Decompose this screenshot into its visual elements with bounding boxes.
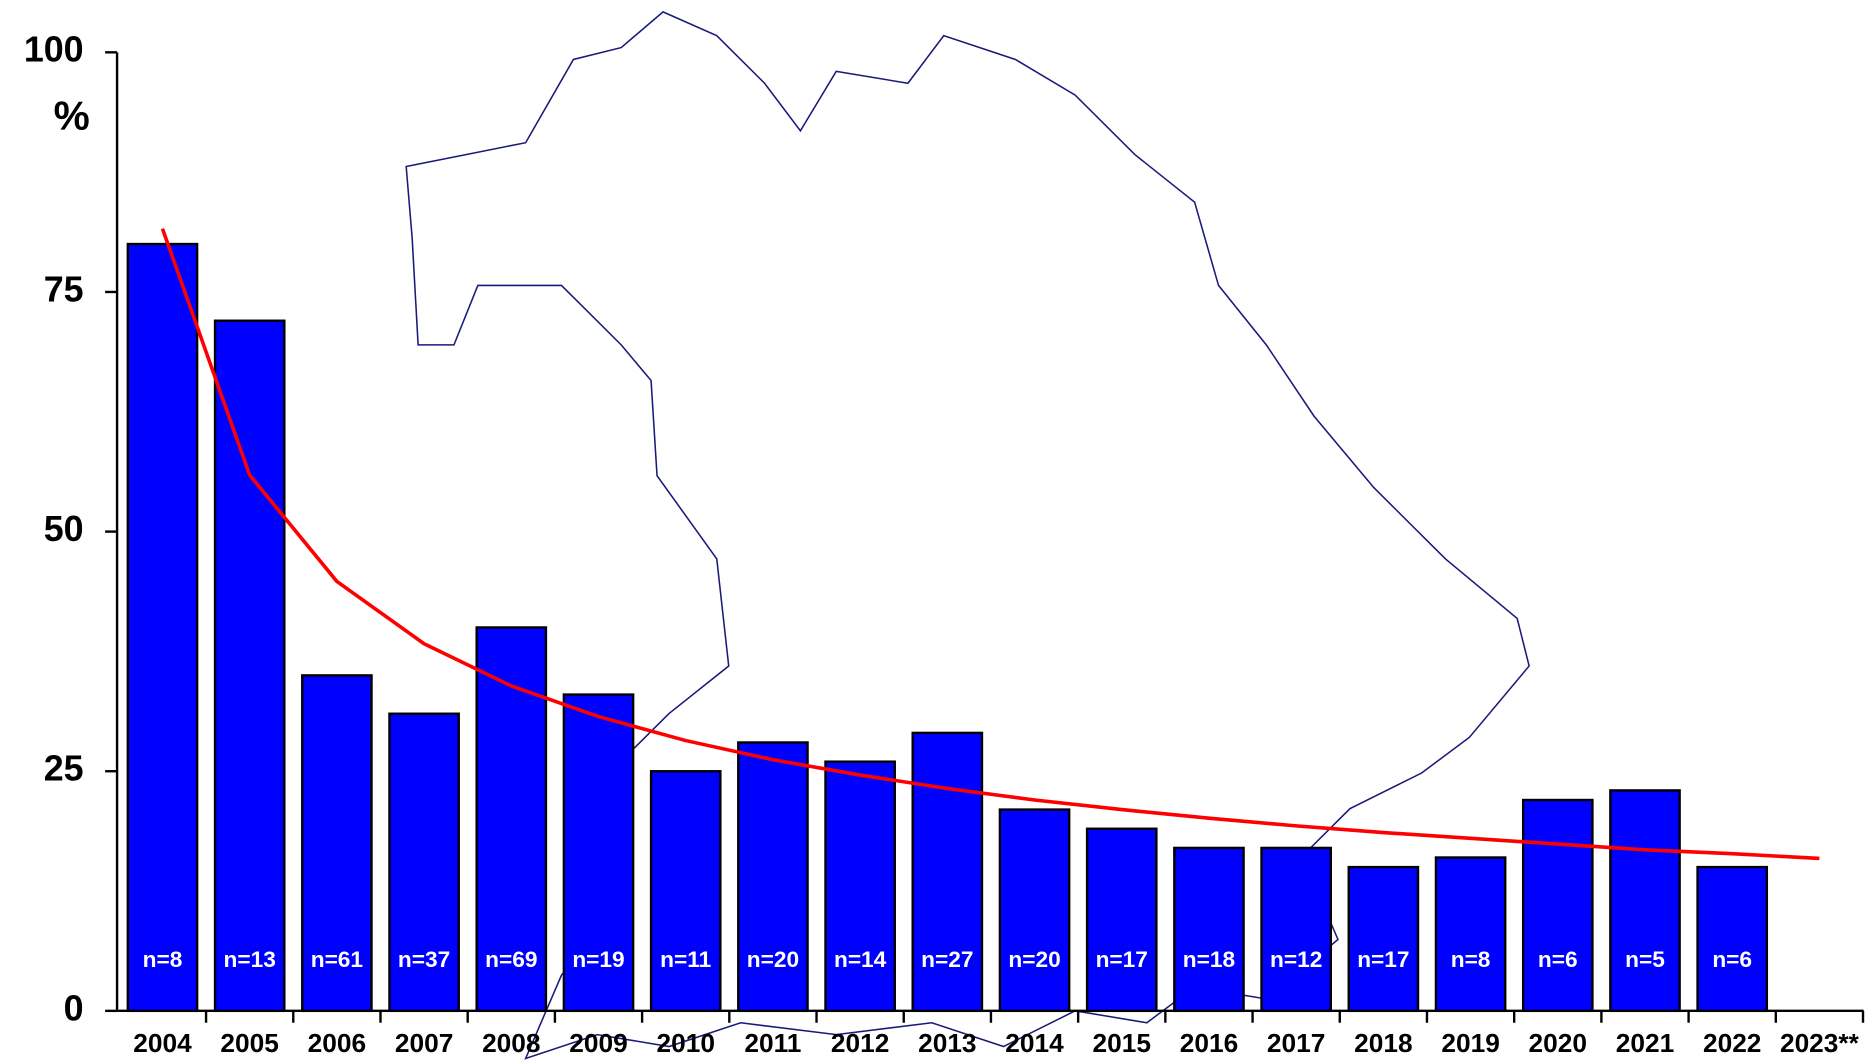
x-tick-label: 2013 [918,1028,976,1058]
bar [998,808,1071,1013]
n-label: n=61 [311,947,363,972]
n-label: n=17 [1357,947,1409,972]
n-label: n=20 [1008,947,1060,972]
x-tick-label: 2009 [569,1028,627,1058]
x-tick-label: 2011 [744,1028,801,1058]
bar [1347,865,1420,1013]
n-label: n=13 [224,947,276,972]
x-tick-label: 2022 [1703,1028,1761,1058]
n-label: n=14 [834,947,887,972]
n-label: n=17 [1096,947,1148,972]
n-label: n=6 [1712,947,1752,972]
bar [737,741,809,1013]
y-tick-label: 75 [44,269,84,309]
bar [475,626,548,1013]
y-tick-label: 100 [24,30,84,70]
bar [562,693,635,1013]
n-label: n=5 [1625,947,1665,972]
bar [1085,827,1158,1013]
x-tick-label: 2004 [133,1028,192,1058]
x-tick-label: 2019 [1441,1028,1499,1058]
x-tick-label: 2010 [656,1028,714,1058]
x-tick-label: 2006 [308,1028,366,1058]
bar [649,770,722,1013]
bar [824,760,896,1013]
n-label: n=37 [398,947,450,972]
x-tick-label: 2012 [831,1028,889,1058]
bar [1696,865,1769,1013]
x-tick-label: 2015 [1093,1028,1151,1058]
n-label: n=8 [1451,947,1491,972]
x-tick-label: 2008 [482,1028,540,1058]
bar [1521,798,1594,1013]
x-tick-label: 2018 [1354,1028,1412,1058]
bar [213,319,286,1013]
n-label: n=19 [572,947,624,972]
trend-line [160,228,1820,861]
bar [126,242,199,1013]
x-tick-label: 2005 [220,1028,278,1058]
n-label: n=18 [1183,947,1235,972]
x-tick-label: 2020 [1529,1028,1587,1058]
n-label: n=27 [921,947,973,972]
y-tick-label: 0 [64,988,84,1028]
map-outline [405,10,1530,1060]
n-label: n=69 [485,947,537,972]
bar [1260,846,1333,1013]
bar [1609,789,1681,1013]
x-tick-label: 2014 [1005,1028,1064,1058]
y-tick-label: 50 [44,509,84,549]
x-tick-label: 2021 [1616,1028,1674,1058]
bar [1173,846,1245,1013]
n-label: n=20 [747,947,799,972]
x-tick-label: 2023** [1780,1028,1860,1058]
n-label: n=6 [1538,947,1578,972]
n-label: n=12 [1270,947,1322,972]
n-label: n=11 [660,947,711,972]
x-tick-label: 2007 [395,1028,453,1058]
x-tick-label: 2016 [1180,1028,1238,1058]
bar [388,712,460,1013]
y-tick-label: 25 [44,749,84,789]
bar [911,731,984,1013]
x-tick-label: 2017 [1267,1028,1325,1058]
bar [301,674,373,1013]
bar [1434,856,1507,1013]
y-axis-label: % [54,93,90,139]
n-label: n=8 [143,947,183,972]
